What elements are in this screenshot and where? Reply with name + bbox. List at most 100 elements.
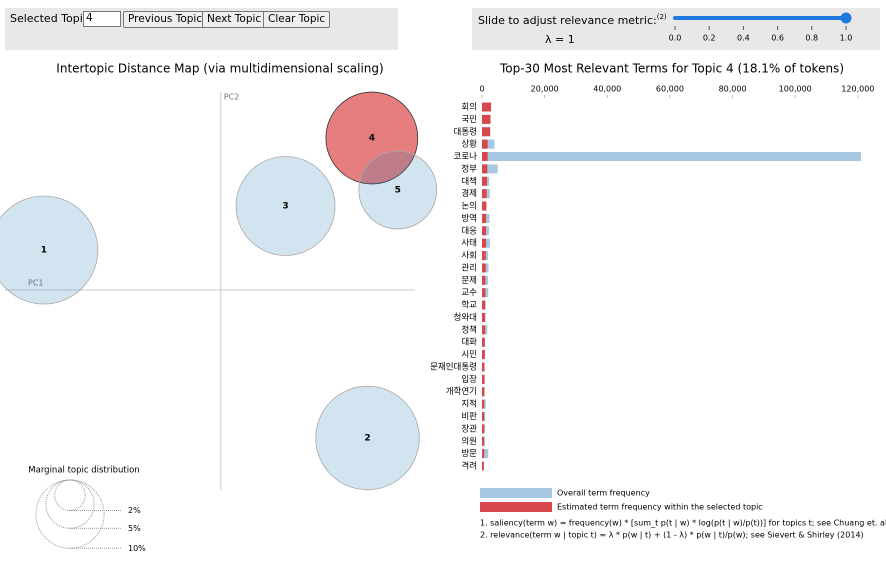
term-label: 청와대 bbox=[454, 312, 477, 323]
term-label: 방문 bbox=[461, 448, 477, 459]
term-bar bbox=[482, 139, 495, 149]
term-label: 사회 bbox=[461, 251, 477, 261]
lambda-label: λ = 1 bbox=[545, 33, 575, 46]
x-axis-label: PC1 bbox=[28, 279, 44, 288]
term-bar bbox=[482, 461, 484, 471]
term-bar bbox=[482, 238, 487, 248]
term-label: 정부 bbox=[461, 163, 477, 174]
x-tick-label: 40,000 bbox=[593, 85, 621, 94]
term-label: 비판 bbox=[461, 412, 477, 422]
term-bar bbox=[482, 201, 487, 211]
x-tick-label: 60,000 bbox=[656, 85, 684, 94]
term-bar bbox=[482, 139, 488, 149]
term-label: 국민 bbox=[461, 114, 477, 125]
x-tick-label: 100,000 bbox=[779, 85, 812, 94]
term-label: 시민 bbox=[461, 349, 477, 360]
term-label: 대응 bbox=[461, 226, 477, 236]
term-bar bbox=[482, 251, 486, 261]
term-bar bbox=[482, 152, 488, 162]
term-bar bbox=[482, 114, 491, 124]
size-legend-circle bbox=[54, 479, 86, 512]
next-topic-button[interactable]: Next Topic bbox=[202, 11, 267, 28]
size-legend-circle bbox=[35, 479, 105, 549]
clear-topic-button[interactable]: Clear Topic bbox=[263, 11, 331, 28]
y-axis-label: PC2 bbox=[224, 93, 240, 102]
size-legend-label: 5% bbox=[128, 524, 141, 533]
previous-topic-button[interactable]: Previous Topic bbox=[123, 11, 208, 28]
term-bar bbox=[482, 102, 492, 112]
slider-tick-label: 0.2 bbox=[703, 34, 716, 43]
legend-swatch bbox=[480, 502, 552, 512]
x-tick-label: 80,000 bbox=[719, 85, 747, 94]
topic-label: Selected Topic: bbox=[10, 12, 93, 25]
term-label: 입장 bbox=[461, 374, 477, 385]
term-bar bbox=[482, 362, 485, 372]
chart-title: Intertopic Distance Map (via multidimens… bbox=[56, 62, 383, 76]
term-label: 대책 bbox=[461, 176, 477, 187]
term-bar bbox=[482, 275, 486, 285]
term-bar bbox=[482, 176, 488, 186]
term-label: 논의 bbox=[461, 201, 477, 212]
term-bar bbox=[482, 350, 485, 360]
topic-label: 5 bbox=[395, 186, 401, 196]
term-bar bbox=[482, 399, 485, 409]
topic-circle bbox=[358, 150, 438, 230]
term-bar bbox=[482, 164, 488, 174]
term-label: 장관 bbox=[461, 423, 477, 434]
term-label: 사태 bbox=[461, 239, 477, 249]
term-label: 상황 bbox=[461, 139, 477, 150]
footnote: 1. saliency(term w) = frequency(w) * [su… bbox=[480, 519, 886, 528]
term-bar bbox=[482, 424, 485, 434]
slider-tick-label: 0.8 bbox=[805, 34, 818, 43]
term-bar bbox=[482, 412, 485, 421]
term-label: 대통령 bbox=[454, 126, 477, 137]
term-label: 의원 bbox=[461, 436, 477, 447]
slider-tick-label: 0.0 bbox=[669, 34, 682, 43]
slider-tick-label: 0.4 bbox=[737, 34, 750, 43]
term-bar bbox=[482, 325, 486, 335]
topic-circle bbox=[235, 156, 336, 256]
term-label: 개학연기 bbox=[446, 386, 477, 397]
x-tick-label: 0 bbox=[479, 85, 484, 94]
topic-circle bbox=[315, 385, 420, 491]
term-label: 지적 bbox=[461, 399, 477, 410]
footnote: 2. relevance(term w | topic t) = λ * p(w… bbox=[480, 531, 864, 540]
term-bar bbox=[482, 337, 485, 347]
term-label: 코로나 bbox=[454, 152, 478, 162]
term-bar bbox=[482, 300, 486, 310]
term-bar bbox=[482, 152, 861, 162]
slider-tick-label: 0.6 bbox=[771, 34, 784, 43]
topic-input[interactable]: 4 bbox=[83, 11, 121, 27]
size-legend-circle bbox=[45, 479, 95, 529]
term-label: 문재인대통령 bbox=[430, 361, 477, 372]
topic-label: 3 bbox=[282, 202, 288, 212]
topic-label: 2 bbox=[364, 434, 370, 444]
term-label: 학교 bbox=[461, 300, 477, 311]
term-bar bbox=[482, 226, 487, 236]
slider-label: Slide to adjust relevance metric:(2) bbox=[478, 13, 667, 27]
term-bar bbox=[482, 213, 487, 223]
legend-label: Estimated term frequency within the sele… bbox=[557, 503, 763, 512]
slider-tick-label: 1.0 bbox=[840, 34, 853, 43]
slider-handle bbox=[840, 12, 852, 24]
term-label: 교수 bbox=[461, 288, 477, 298]
term-bar bbox=[482, 449, 485, 459]
size-legend-label: 2% bbox=[128, 506, 141, 515]
topic-label: 1 bbox=[41, 246, 47, 256]
topic-label: 4 bbox=[369, 134, 375, 144]
x-tick-label: 120,000 bbox=[841, 85, 874, 94]
size-legend-title: Marginal topic distribution bbox=[28, 466, 139, 476]
legend-label: Overall term frequency bbox=[557, 489, 650, 498]
term-bar bbox=[482, 263, 486, 273]
term-bar bbox=[482, 436, 485, 446]
term-bar bbox=[482, 288, 486, 298]
term-bar bbox=[482, 127, 491, 137]
term-label: 회의 bbox=[461, 102, 477, 113]
size-legend-label: 10% bbox=[128, 544, 146, 553]
term-bar bbox=[482, 387, 485, 397]
term-bar bbox=[482, 189, 487, 199]
term-label: 대화 bbox=[461, 338, 477, 348]
slider-footnote: (2) bbox=[657, 13, 667, 21]
